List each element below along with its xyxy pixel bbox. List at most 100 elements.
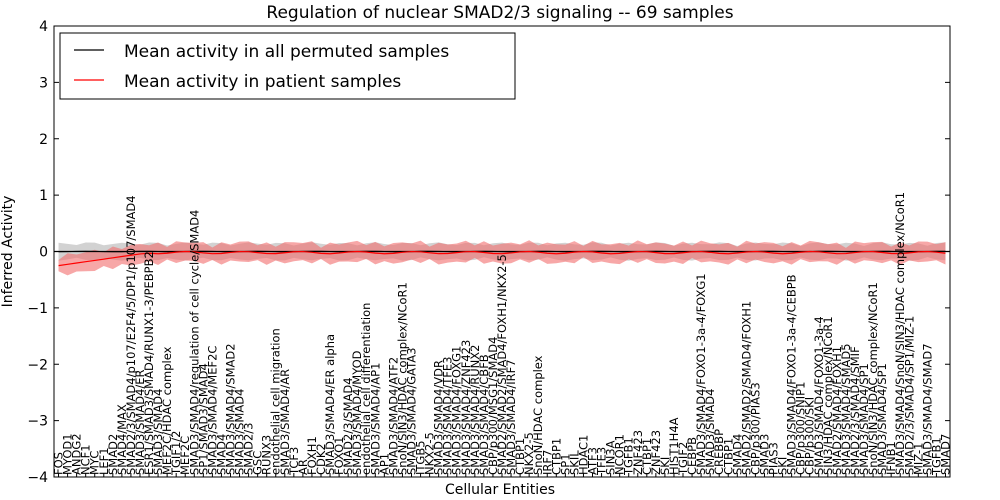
- category-label: SMAD3/SMAD4/SMAD7: [920, 343, 934, 475]
- category-label: FOXH1: [305, 436, 319, 475]
- category-label: SMAD3: [757, 434, 771, 475]
- category-label: TGIF2: [676, 442, 690, 476]
- category-label: SMAD3/SMAD4/IRF7: [504, 359, 518, 475]
- category-label: NKX2-5: [522, 432, 536, 475]
- category-label: ITGB5: [414, 440, 428, 475]
- legend-label-patient: Mean activity in patient samples: [124, 72, 401, 92]
- category-label: HDAC1: [576, 435, 590, 475]
- category-label: MIZ-1: [911, 443, 925, 475]
- category-label: SMAD3/SMAD4/AR: [278, 369, 292, 475]
- category-label: SMAD3/SMAD4/FOXG1: [450, 346, 464, 475]
- category-label: SnoN/SIN3/HDAC complex/NCoR1: [395, 282, 409, 475]
- y-tick-label: −1: [27, 301, 48, 317]
- category-label: CTBP1: [549, 438, 563, 475]
- category-label: SMAD2/SMAD2/SMAD4/FOXH1/NKX2-5: [495, 254, 509, 475]
- category-label: SMAD3/SMAD4/SP1: [857, 363, 871, 475]
- category-label: CTBP1: [640, 438, 654, 475]
- category-label: NCF1: [79, 444, 93, 475]
- category-label: AR: [296, 459, 310, 475]
- category-label: SMAD3/SMAD4/regulation of cell cycle/SMA…: [187, 210, 201, 475]
- category-label: RUNX3: [260, 435, 274, 475]
- category-label: SMAD2/SMAD2/SMAD4/FOXH1: [739, 301, 753, 475]
- category-label: TGIF1/2: [169, 431, 183, 476]
- category-label: SMAD3/SMAD4/CBFB: [477, 354, 491, 475]
- category-label: SMAD4: [214, 434, 228, 475]
- y-axis-label: Inferred Activity: [0, 196, 16, 308]
- y-tick-label: 2: [39, 132, 48, 148]
- category-label: SMAD3/SMAD4: [151, 389, 165, 475]
- category-label: SMAD2/3/SMAD4/p107/E2F4/5/DP1/p107/SMAD4: [124, 195, 138, 475]
- category-label: SMAD3/SMAD4/FOXO1-3a-4/FOXG1: [694, 273, 708, 475]
- category-label: SMAD3/SMAD4/SMAD2: [223, 343, 237, 475]
- category-label: SMAD3/SMAD4/SP1: [875, 363, 889, 475]
- category-label: CTBP1: [721, 438, 735, 475]
- category-label: CBP/p300/SNIP1: [794, 382, 808, 475]
- category-label: LEF1: [97, 447, 111, 475]
- category-label: SMAD3/SMAD4: [703, 389, 717, 475]
- category-label: SP1: [558, 453, 572, 475]
- category-label: SMAD2/3/SMAD4/SP1/MIZ-1: [902, 316, 916, 475]
- category-label: SMAD2: [106, 434, 120, 475]
- category-label: SMAD2/SMAD4/FOXH1: [830, 346, 844, 475]
- category-label: MEF2C: [178, 436, 192, 475]
- y-tick-label: −2: [27, 357, 48, 373]
- category-label: SMAD3/SMAD4/ER alpha: [323, 334, 337, 475]
- category-label: CREBBP: [712, 429, 726, 475]
- category-label: CEBPB: [685, 437, 699, 475]
- category-label: SKI: [776, 457, 790, 475]
- category-label: HIST1H4A: [667, 417, 681, 475]
- category-label: ANDG2: [70, 433, 84, 475]
- category-label: IFNB1: [884, 441, 898, 475]
- category-label: SMAD3/SMAD4: [233, 389, 247, 475]
- category-label: ATF3: [586, 447, 600, 475]
- category-label: CTBP1: [513, 438, 527, 475]
- category-label: endothelial cell migration: [269, 328, 283, 475]
- category-label: ESR1/SMAD3/SMAD4/RUNX1-3/PEBPB2: [142, 251, 156, 475]
- category-label: SKI: [658, 457, 672, 475]
- permuted-line: [58, 250, 946, 253]
- y-tick-label: −3: [27, 414, 48, 430]
- category-label: TGFB1: [929, 437, 943, 476]
- category-label: IRF7: [540, 450, 554, 475]
- legend-box: [59, 32, 516, 100]
- category-label: MEF2C/HDAC complex: [160, 346, 174, 475]
- y-tick-label: 1: [39, 188, 48, 204]
- patient-band: [58, 240, 946, 276]
- category-label: SMAD3/SMAD4/MEF2C: [205, 346, 219, 475]
- category-label: CDK2: [314, 443, 328, 475]
- category-label: GSC: [251, 451, 265, 475]
- category-label: SMAD3/SMAD4/FOXO1-3a-4: [812, 316, 826, 475]
- category-label: MYOD1: [61, 433, 75, 475]
- category-label: SMAD3/SMAD4/TFE3: [441, 357, 455, 476]
- category-label: FOS: [52, 452, 66, 475]
- category-label: AP1: [377, 453, 391, 475]
- category-label: CBP/p300/PIAS3: [748, 382, 762, 475]
- category-label: SnoN/HDAC complex: [531, 355, 545, 475]
- category-label: TCF3: [287, 447, 301, 476]
- category-label: SMAD3/SMAD4/FOXO1-3a-4/CEBPB: [785, 274, 799, 475]
- category-label: CBP/p300/SKI: [803, 397, 817, 475]
- category-label: SMAD3/SMAD4/ZNF423: [459, 340, 473, 475]
- patient-line: [58, 250, 946, 267]
- category-label: SMAD2/3/SMAD4: [341, 377, 355, 475]
- category-label: ZNF423: [631, 430, 645, 475]
- category-label: SMAD3/SMAD4/AP1: [368, 363, 382, 475]
- category-label: SMAD3/SMAD4/VDR: [432, 360, 446, 475]
- category-label: SMAD3/SMAD4/ER: [133, 369, 147, 475]
- category-label: SMAD2/3: [242, 423, 256, 475]
- category-label: SMAD3/SMAD4/GATA3: [404, 348, 418, 475]
- category-label: TFE3: [595, 447, 609, 476]
- category-label: SnoN/SIN3/HDAC complex/NCoR1: [866, 282, 880, 475]
- category-label: CBP/p300/MSG1/SMAD4: [486, 337, 500, 475]
- category-label: TGFB1: [622, 437, 636, 476]
- category-label: ZNF423: [649, 430, 663, 475]
- category-label: SMAD3/SMAD4/SnoN/SIN3/HDAC complex/NCoR1: [893, 192, 907, 475]
- category-label: SIN3/HDAC complex/NCoR1: [821, 316, 835, 475]
- category-label: SMAD4: [730, 434, 744, 475]
- category-label: endothelial cell differentiation: [359, 303, 373, 475]
- chart-title: Regulation of nuclear SMAD2/3 signaling …: [266, 3, 733, 23]
- category-label: SMAD2/3/SMAD4/SMIF: [848, 346, 862, 475]
- y-tick-label: 0: [39, 245, 48, 261]
- category-label: SKIL: [567, 450, 581, 475]
